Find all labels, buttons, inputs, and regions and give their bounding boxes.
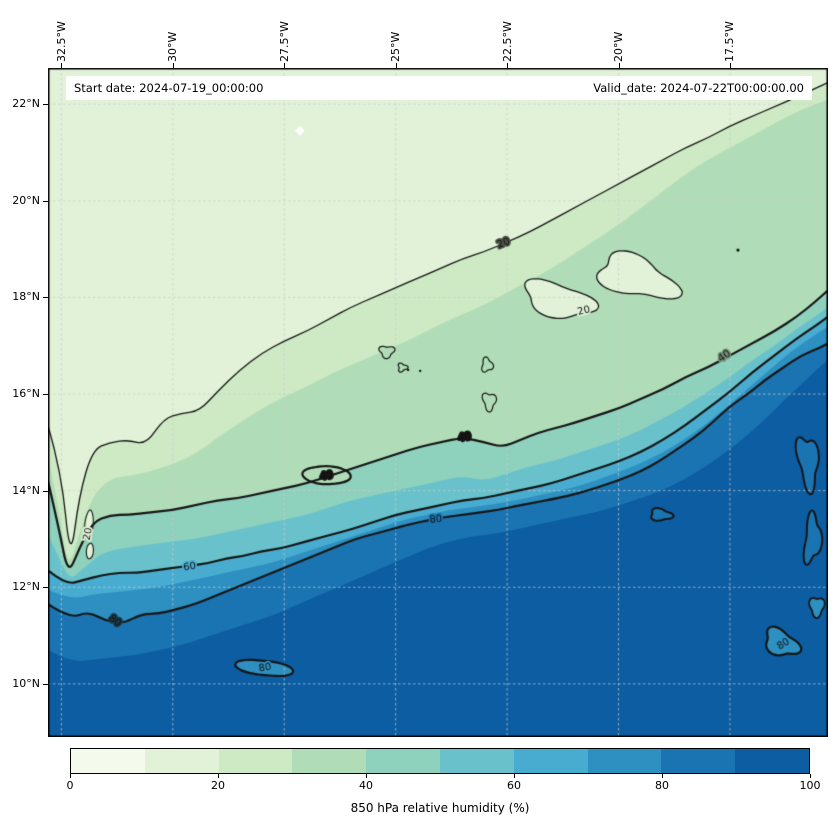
contour-map-canvas	[48, 68, 828, 737]
x-tick-label: 20°W	[612, 31, 625, 62]
colorbar-tick-mark	[366, 774, 367, 778]
colorbar-swatch	[735, 749, 809, 773]
x-tick-label: 30°W	[166, 31, 180, 62]
colorbar-swatch	[366, 749, 440, 773]
colorbar-tick-label: 80	[655, 779, 669, 792]
colorbar-tick-label: 0	[66, 779, 74, 792]
y-tick-label: 12°N	[12, 580, 40, 594]
colorbar-tick-mark	[662, 774, 663, 778]
x-tick-mark	[61, 63, 63, 68]
colorbar-tick-mark	[810, 774, 811, 778]
colorbar-swatch	[513, 749, 588, 773]
y-tick-label: 10°N	[12, 676, 40, 690]
x-tick-label: 22.5°W	[500, 21, 514, 62]
x-tick-label: 32.5°W	[54, 21, 68, 62]
colorbar-swatch	[71, 749, 145, 773]
x-tick-mark	[618, 63, 620, 68]
colorbar-tick-mark	[70, 774, 71, 778]
colorbar-tick-label: 100	[799, 779, 821, 792]
y-tick-mark	[43, 490, 48, 492]
y-tick-label: 20°N	[12, 193, 40, 207]
colorbar-tick-mark	[218, 774, 219, 778]
colorbar-swatch	[218, 749, 293, 773]
y-tick-label: 22°N	[12, 97, 40, 111]
valid-date-text: Valid_date: 2024-07-22T00:00:00.00	[593, 81, 804, 95]
colorbar-swatch	[292, 749, 367, 773]
y-tick-mark	[43, 104, 48, 106]
y-tick-mark	[43, 683, 48, 685]
date-annotations: Start date: 2024-07-19_00:00:00 Valid_da…	[66, 76, 812, 100]
x-tick-label: 17.5°W	[723, 21, 737, 62]
x-tick-mark	[284, 63, 286, 68]
colorbar-swatch	[587, 749, 662, 773]
y-tick-label: 16°N	[12, 387, 40, 401]
colorbar-swatch	[661, 749, 736, 773]
colorbar-tick-label: 20	[211, 779, 225, 792]
y-tick-mark	[43, 200, 48, 202]
y-tick-label: 14°N	[12, 483, 40, 497]
colorbar-tick-label: 60	[507, 779, 521, 792]
x-tick-label: 27.5°W	[277, 21, 291, 62]
colorbar-label: 850 hPa relative humidity (%)	[350, 801, 530, 815]
y-tick-mark	[43, 587, 48, 589]
colorbar-tick-label: 40	[359, 779, 373, 792]
x-tick-mark	[172, 63, 174, 68]
y-tick-label: 18°N	[12, 290, 40, 304]
x-tick-mark	[507, 63, 509, 68]
start-date-text: Start date: 2024-07-19_00:00:00	[74, 81, 264, 95]
colorbar-tick-mark	[514, 774, 515, 778]
colorbar	[70, 748, 810, 774]
colorbar-swatch	[144, 749, 219, 773]
x-tick-label: 25°W	[389, 31, 403, 62]
colorbar-swatch	[439, 749, 514, 773]
y-tick-mark	[43, 297, 48, 299]
y-tick-mark	[43, 394, 48, 396]
x-tick-mark	[729, 63, 731, 68]
x-tick-mark	[395, 63, 397, 68]
